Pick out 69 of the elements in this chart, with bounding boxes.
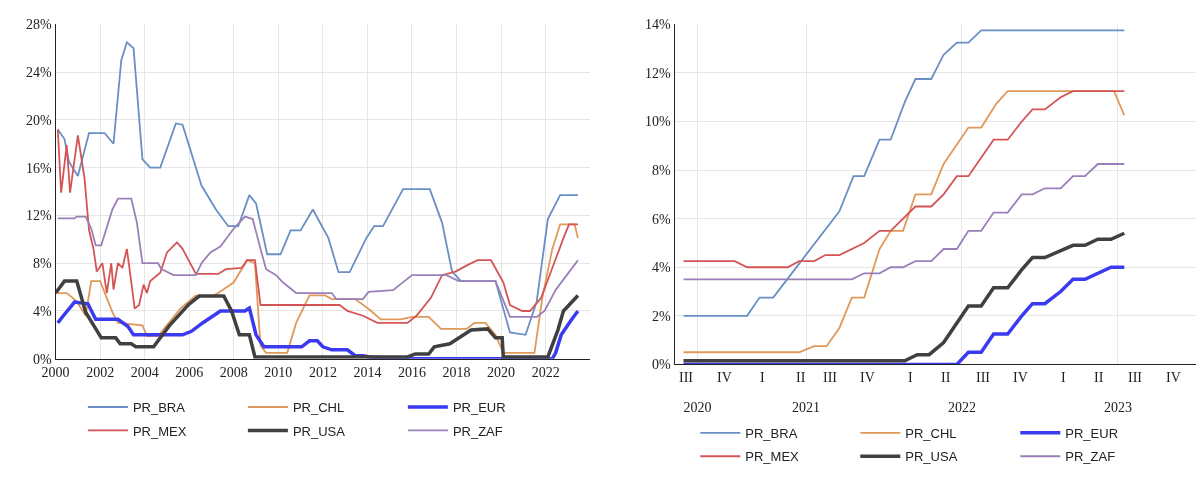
y-tick-label: 28% [26,17,53,33]
line-series [682,163,1126,281]
x-tick-label: 2016 [397,364,426,380]
line-series [56,41,579,336]
line-series [682,29,1126,317]
x-tick-label: 2023 [1103,400,1132,416]
text: III [976,370,991,385]
legend-label: PR_MEX [132,423,187,439]
line-series [56,128,579,324]
x-tick-label: 2018 [442,364,471,380]
y-tick-label: 12% [644,65,671,81]
x-tick-label: 2010 [264,364,293,380]
x-tick-label: 2002 [86,364,115,380]
line-series [682,90,1126,269]
x-tick-label: 2000 [41,364,70,380]
x-tick-label: 2004 [130,364,159,380]
legend-label: PR_MEX [745,449,800,465]
line-series [56,197,579,318]
x-tick-label: 2014 [353,364,382,380]
text: II [1094,370,1104,385]
y-tick-label: 10% [644,114,671,130]
line-series [56,223,579,354]
y-tick-label: 12% [26,208,53,224]
text: III [823,370,838,385]
text: I [760,370,765,385]
legend-label: PR_USA [905,449,958,465]
text: I [908,370,913,385]
text: II [796,370,806,385]
line-series [682,90,1126,354]
x-tick-label: 2021 [792,400,821,416]
legend-label: PR_ZAF [452,423,503,439]
line-series [681,231,1127,363]
legend-label: PR_EUR [1065,425,1119,441]
legend-label: PR_USA [292,423,346,439]
y-tick-label: 0% [651,357,671,373]
y-tick-label: 20% [26,112,53,128]
text: III [1128,370,1143,385]
text: IV [1166,370,1181,385]
legend-label: PR_ZAF [1065,449,1116,465]
line-series [55,279,580,359]
y-tick-label: 4% [651,260,671,276]
y-tick-label: 6% [651,211,671,227]
text: IV [717,370,732,385]
x-tick-label: 2006 [175,364,204,380]
text: IV [860,370,875,385]
y-tick-label: 24% [26,65,53,81]
legend-label: PR_CHL [292,400,345,416]
x-tick-label: 2020 [487,364,516,380]
legend-label: PR_BRA [132,400,186,416]
y-tick-label: 14% [644,17,671,33]
legend-label: PR_EUR [452,400,506,416]
y-tick-label: 2% [651,308,671,324]
text: IV [1013,370,1028,385]
legend-label: PR_BRA [745,425,798,441]
y-tick-label: 8% [33,256,53,272]
legend-label: PR_CHL [905,425,957,441]
line-series [681,265,1127,365]
y-tick-label: 8% [651,162,671,178]
x-tick-label: 2022 [531,364,560,380]
y-tick-label: 4% [33,303,53,319]
text: II [941,370,951,385]
x-tick-label: 2022 [947,400,976,416]
text: I [1061,370,1066,385]
x-tick-label: 2008 [219,364,248,380]
text: III [679,370,694,385]
y-tick-label: 16% [26,160,53,176]
x-tick-label: 2020 [683,400,712,416]
x-tick-label: 2012 [308,364,337,380]
y-tick-label: 0% [33,351,53,367]
